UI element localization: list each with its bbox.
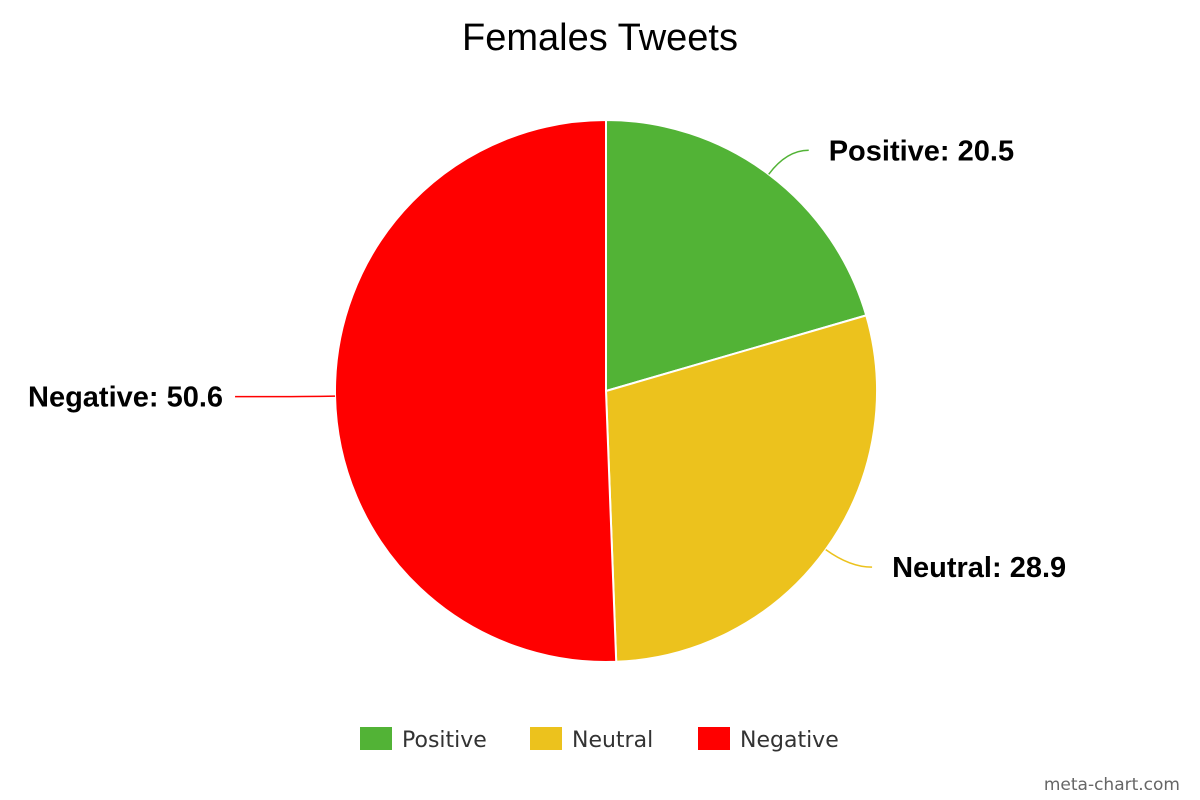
chart-title: Females Tweets [462,17,738,59]
leader-line-positive [768,149,809,175]
data-label-negative: Negative: 50.6 [28,382,223,414]
legend-item-neutral: Neutral [530,727,653,753]
legend-item-negative: Negative [698,727,839,753]
legend-swatch-neutral [530,727,562,750]
leader-lines [235,149,873,568]
legend-label-neutral: Neutral [572,728,653,753]
slice-negative [333,118,618,663]
legend-item-positive: Positive [360,727,487,753]
legend-label-negative: Negative [740,728,839,753]
data-label-neutral: Neutral: 28.9 [892,552,1066,584]
pie-slices [333,118,878,663]
leader-line-negative [235,395,336,398]
data-labels: Positive: 20.5 Neutral: 28.9 Negative: 50.… [28,135,1066,584]
credit-text: meta-chart.com [1044,775,1180,795]
legend: Positive Neutral Negative [360,727,839,753]
data-label-positive: Positive: 20.5 [829,135,1014,167]
legend-swatch-positive [360,727,392,750]
legend-label-positive: Positive [402,728,487,753]
legend-swatch-negative [698,727,730,750]
leader-line-neutral [825,548,873,568]
